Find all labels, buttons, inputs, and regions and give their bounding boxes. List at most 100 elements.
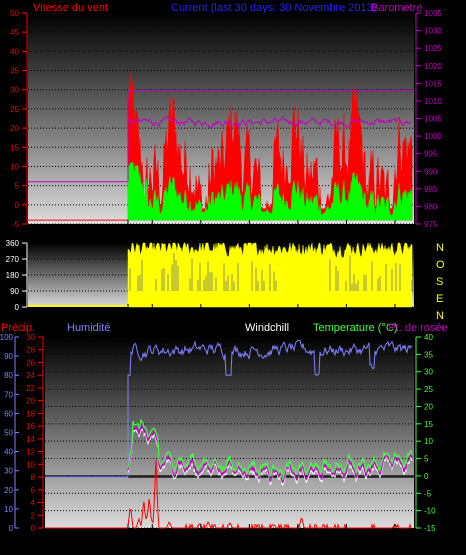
temperature-line <box>127 418 413 481</box>
humidity-y-tick-label: 0 <box>31 524 36 533</box>
wind-x-tick-label: Day 21 <box>285 231 311 240</box>
wind-x-tick-label: Day 7 <box>118 231 139 240</box>
temperature-y-tick-label: 15 <box>424 420 433 429</box>
precip-y-tick-label: 0 <box>9 524 14 533</box>
temp-x-tick-label: Day 7 <box>118 535 139 544</box>
direction-y-tick-label: 90 <box>10 287 19 296</box>
humidity-y-tick-label: 24 <box>26 371 35 380</box>
wind-y-tick-label: 20 <box>10 124 19 133</box>
wind-y-tick-label: 35 <box>10 67 19 76</box>
humidity-y-tick-label: 28 <box>26 346 35 355</box>
dewpoint-line <box>127 424 413 484</box>
humidity-y-tick-label: 20 <box>26 397 35 406</box>
barometer-y-tick-label: 985 <box>424 185 438 194</box>
temperature-y-tick-label: 35 <box>424 350 433 359</box>
humidity-y-tick-label: 12 <box>26 448 35 457</box>
barometer-y-tick-label: 995 <box>424 150 438 159</box>
precip-y-tick-label: 100 <box>0 333 14 342</box>
barometer-y-tick-label: 1010 <box>424 97 442 106</box>
direction-y-tick-label: 270 <box>6 255 20 264</box>
humidity-y-tick-label: 26 <box>26 358 35 367</box>
barometer-y-tick-label: 1005 <box>424 115 442 124</box>
precip-label: Précip. <box>1 322 35 334</box>
direction-letter-n-top: N <box>436 242 444 254</box>
wind-y-tick-label: 25 <box>10 105 19 114</box>
temperature-y-tick-label: 10 <box>424 437 433 446</box>
direction-letter-e: E <box>436 293 443 305</box>
precip-y-tick-label: 80 <box>4 371 13 380</box>
temperature-y-tick-label: 30 <box>424 368 433 377</box>
direction-letter-s: S <box>436 276 443 288</box>
temperature-y-tick-label: 0 <box>424 472 429 481</box>
barometer-y-tick-label: 1015 <box>424 79 442 88</box>
wind-y-tick-label: 50 <box>10 9 19 18</box>
precip-y-tick-label: 40 <box>4 448 13 457</box>
temperature-y-tick-label: 40 <box>424 333 433 342</box>
temperature-y-tick-label: -15 <box>424 524 436 533</box>
barometer-y-tick-label: 990 <box>424 167 438 176</box>
precip-y-tick-label: 90 <box>4 352 13 361</box>
humidity-y-tick-label: 10 <box>26 460 35 469</box>
wind-y-tick-label: 40 <box>10 47 19 56</box>
precip-y-tick-label: 50 <box>4 429 13 438</box>
wind-y-tick-label: 10 <box>10 162 19 171</box>
precip-line <box>45 460 412 530</box>
humidity-y-tick-label: 14 <box>26 435 35 444</box>
temperature-label: Temperature (°C) <box>313 322 397 334</box>
humidity-y-tick-label: 2 <box>31 511 36 520</box>
humidity-y-tick-label: 30 <box>26 333 35 342</box>
barometer-y-tick-label: 1000 <box>424 132 442 141</box>
wind-y-tick-label: 15 <box>10 143 19 152</box>
windchill-line <box>127 427 413 486</box>
barometer-y-tick-label: 975 <box>424 220 438 229</box>
temperature-y-tick-label: -10 <box>424 507 436 516</box>
humidity-y-tick-label: 8 <box>31 473 36 482</box>
precip-y-tick-label: 70 <box>4 390 13 399</box>
wind-y-tick-label: 5 <box>15 182 20 191</box>
temp-x-tick-label: Day 13 <box>188 535 214 544</box>
temp-x-tick-label: Day 25 <box>334 535 360 544</box>
precip-y-tick-label: 20 <box>4 486 13 495</box>
humidity-y-tick-label: 18 <box>26 409 35 418</box>
precip-y-tick-label: 60 <box>4 409 13 418</box>
wind-x-tick-label: Day 9 <box>142 231 163 240</box>
humidity-y-tick-label: 6 <box>31 486 36 495</box>
temp-x-tick-label: Day 9 <box>142 535 163 544</box>
barometer-y-tick-label: 1025 <box>424 44 442 53</box>
barometer-y-tick-label: 980 <box>424 202 438 211</box>
temp-x-tick-label: Day 17 <box>237 535 263 544</box>
barometer-line <box>127 115 413 129</box>
barometer-y-tick-label: 1030 <box>424 27 442 36</box>
direction-y-tick-label: 180 <box>6 271 20 280</box>
direction-y-tick-label: 360 <box>6 239 20 248</box>
wind-y-tick-label: 45 <box>10 28 19 37</box>
precip-y-tick-label: 10 <box>4 505 13 514</box>
direction-y-tick-label: 0 <box>15 303 20 312</box>
humidity-label: Humidité <box>67 322 110 334</box>
wind-y-tick-label: 0 <box>15 201 20 210</box>
temp-x-tick-label: Day 29 <box>382 535 408 544</box>
windchill-label: Windchill <box>245 322 289 334</box>
humidity-y-tick-label: 16 <box>26 422 35 431</box>
precip-y-tick-label: 30 <box>4 467 13 476</box>
temperature-y-tick-label: 5 <box>424 455 429 464</box>
temperature-y-tick-label: -5 <box>424 489 432 498</box>
temperature-plot-area <box>45 337 414 528</box>
wind-y-tick-label: 30 <box>10 86 19 95</box>
temp-x-tick-label: Day 21 <box>285 535 311 544</box>
temperature-y-tick-label: 20 <box>424 402 433 411</box>
direction-baseline <box>28 305 128 307</box>
dewpoint-label: Pt. de rosée <box>388 322 447 334</box>
wind-y-tick-label: -5 <box>12 220 20 229</box>
wind-title: Vitesse du vent <box>33 2 108 14</box>
barometer-y-tick-label: 1020 <box>424 62 442 71</box>
humidity-line <box>127 339 413 478</box>
period-label: Current (last 30 days: 30 Novembre 2013) <box>171 2 376 14</box>
temperature-y-tick-label: 25 <box>424 385 433 394</box>
humidity-y-tick-label: 4 <box>31 499 36 508</box>
direction-letter-n-bottom: N <box>436 310 444 322</box>
wind-x-tick-label: Day 13 <box>188 231 214 240</box>
wind-gust-area <box>127 162 413 221</box>
wind-x-tick-label: Day 29 <box>382 231 408 240</box>
